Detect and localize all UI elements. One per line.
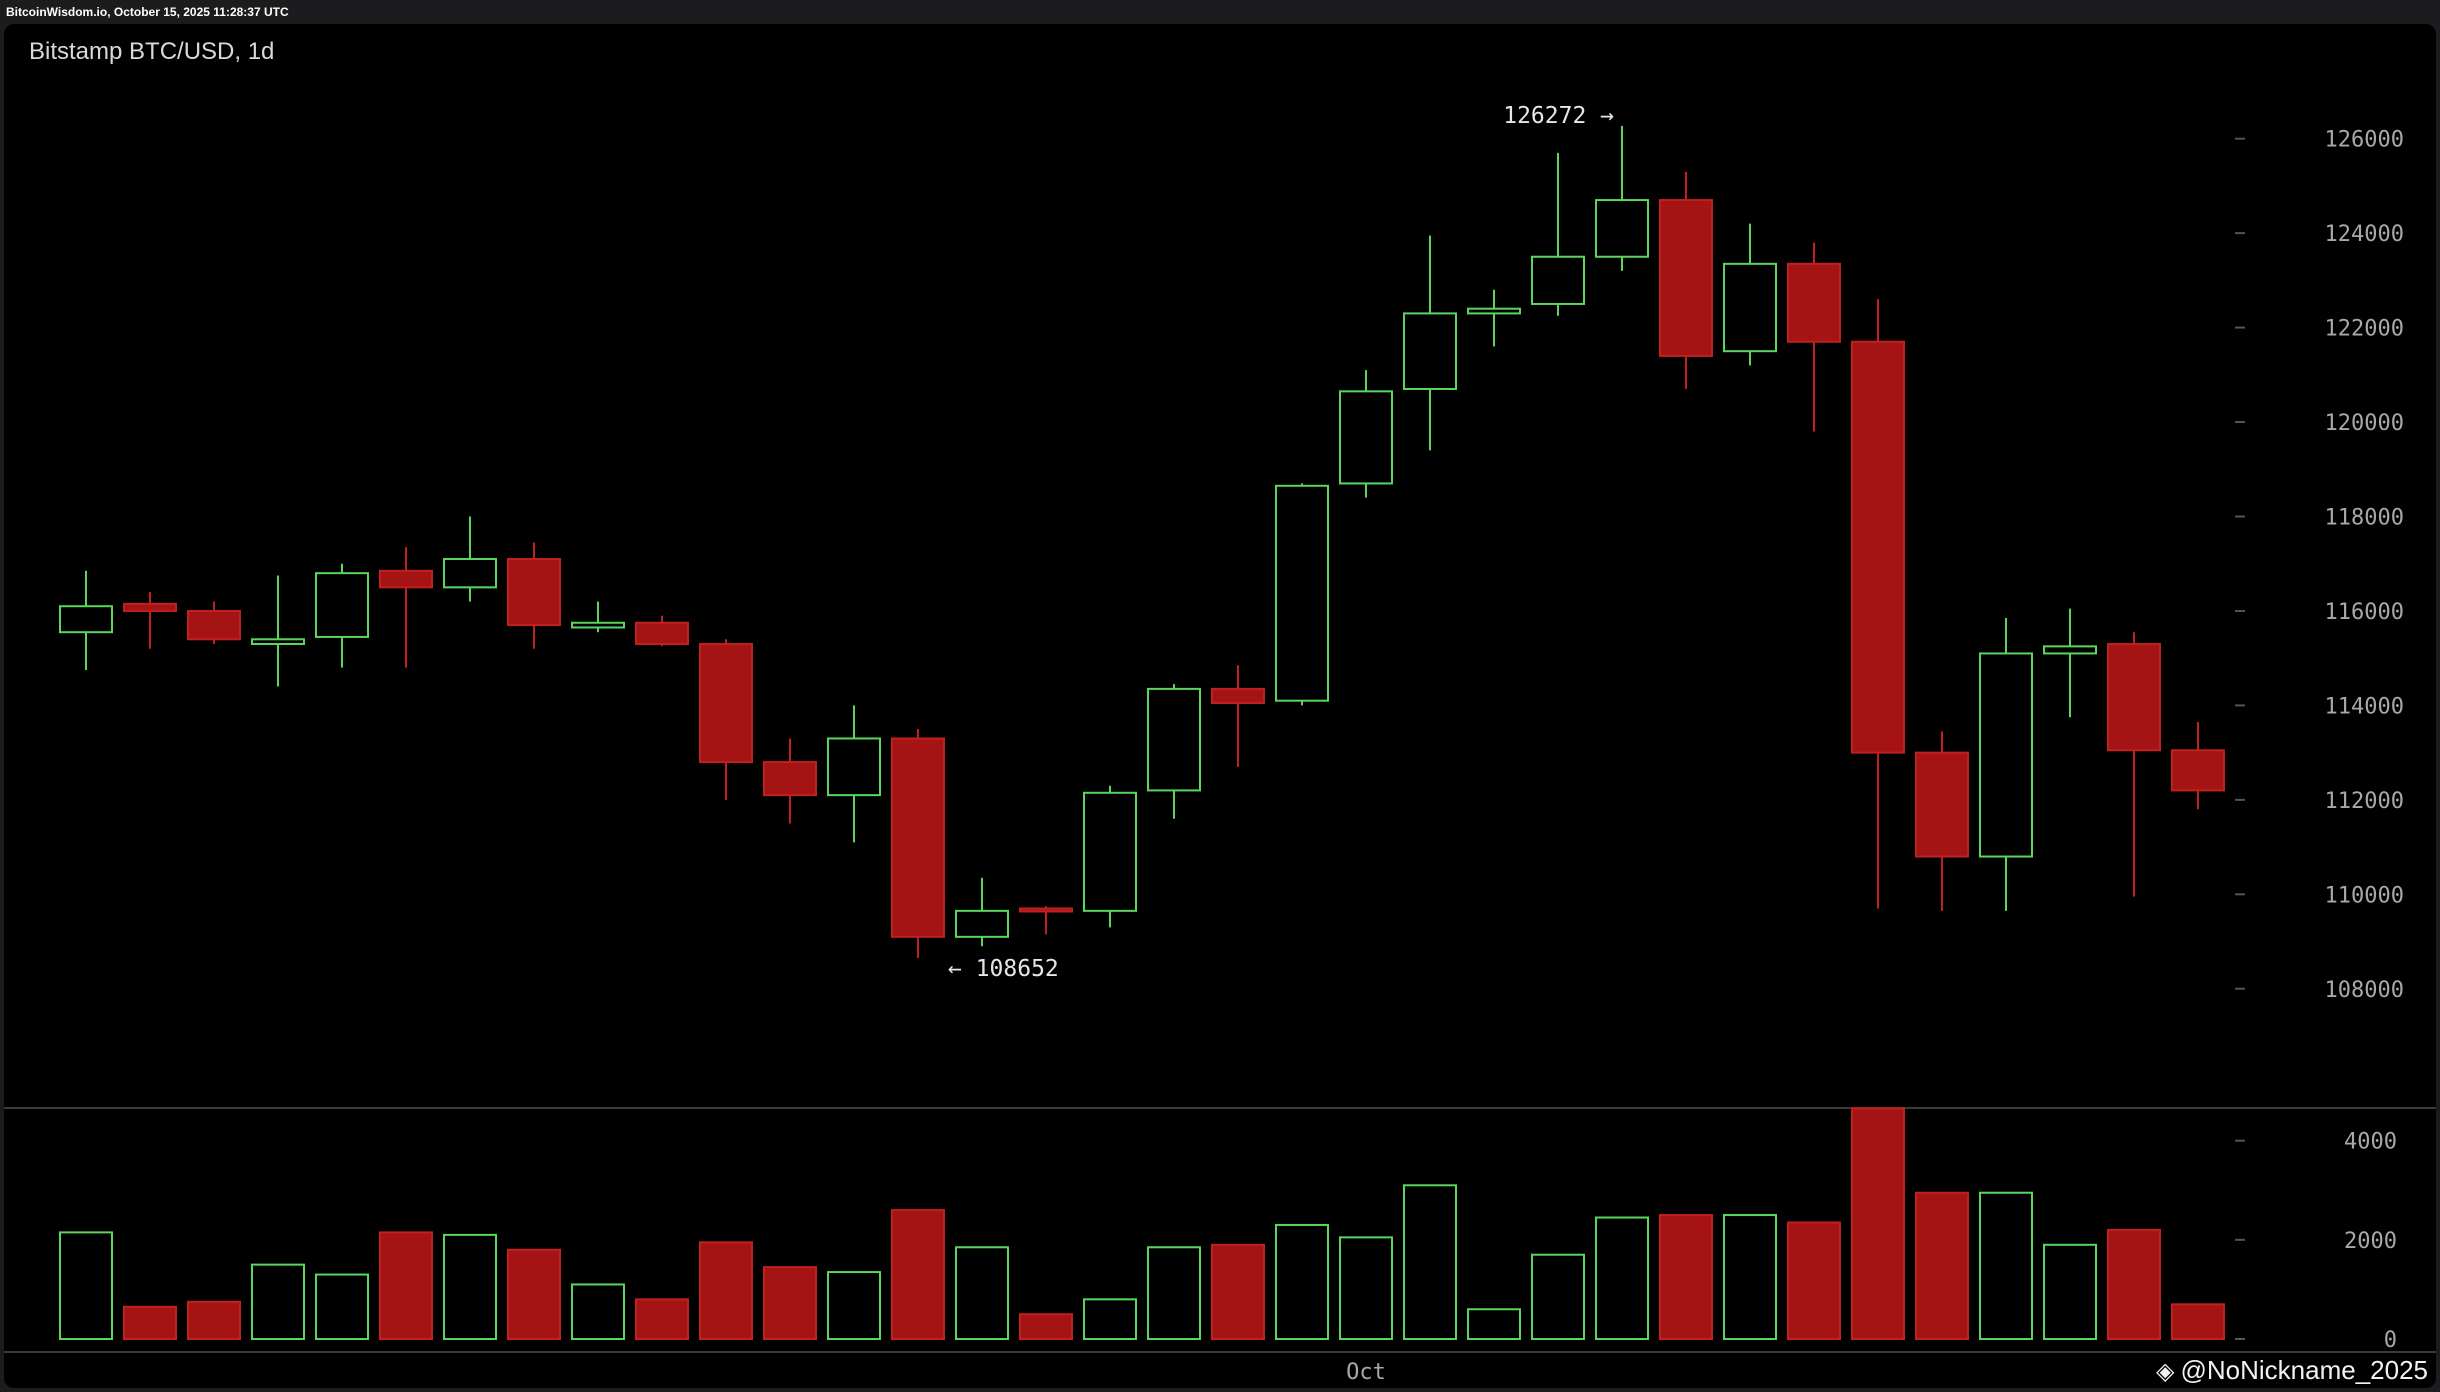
- candle-body-up: [1339, 390, 1393, 485]
- candle-body-up: [1083, 791, 1137, 912]
- volume-bar-up: [955, 1246, 1009, 1341]
- volume-bar-up: [1595, 1216, 1649, 1341]
- candle-body-up: [1275, 484, 1329, 702]
- candle-body-down: [763, 761, 817, 797]
- candlestick-chart[interactable]: 108000 110000 112000 114000 116000 118000 1200…: [4, 24, 2436, 1388]
- candle-body-up: [1723, 262, 1777, 353]
- candle-body-up: [571, 621, 625, 629]
- volume-bar-down: [1787, 1221, 1841, 1340]
- volume-bar-down: [1211, 1243, 1265, 1340]
- candle-body-down: [187, 609, 241, 641]
- volume-bar-up: [1467, 1308, 1521, 1340]
- price-tick-label: 112000: [2325, 789, 2404, 814]
- volume-bar-down: [1915, 1191, 1969, 1340]
- candle-body-down: [1019, 907, 1073, 913]
- price-tick-label: 124000: [2325, 222, 2404, 247]
- volume-tick-label: 2000: [2344, 1229, 2397, 1254]
- volume-bar-up: [443, 1233, 497, 1340]
- volume-bar-up: [827, 1271, 881, 1340]
- header-title: BitcoinWisdom.io, October 15, 2025 11:28…: [6, 5, 289, 19]
- volume-bar-down: [763, 1266, 817, 1340]
- volume-bar-up: [1403, 1184, 1457, 1340]
- price-tick-label: 110000: [2325, 883, 2404, 908]
- volume-bar-up: [1147, 1246, 1201, 1341]
- volume-bar-up: [1723, 1214, 1777, 1340]
- app-header: BitcoinWisdom.io, October 15, 2025 11:28…: [0, 0, 2440, 22]
- chart-title: Bitstamp BTC/USD, 1d: [29, 38, 275, 65]
- volume-bar-down: [187, 1300, 241, 1340]
- volume-tick-label: 4000: [2344, 1130, 2397, 1155]
- candle-body-down: [891, 737, 945, 938]
- volume-bar-down: [2171, 1303, 2225, 1340]
- watermark: ◈ @NoNickname_2025: [2156, 1355, 2428, 1386]
- low-price-annotation: ← 108652: [948, 956, 1059, 982]
- candle-body-down: [1659, 199, 1713, 357]
- volume-bar-down: [699, 1241, 753, 1340]
- candle-body-down: [1915, 751, 1969, 858]
- volume-tick-label: 0: [2384, 1328, 2397, 1353]
- candle-body-up: [2043, 645, 2097, 655]
- volume-bar-down: [123, 1305, 177, 1341]
- volume-bar-up: [1275, 1223, 1329, 1341]
- candle-body-down: [635, 621, 689, 646]
- candle-body-up: [1403, 312, 1457, 390]
- candle-body-up: [59, 605, 113, 634]
- volume-bar-up: [1531, 1253, 1585, 1341]
- candle-body-up: [1467, 307, 1521, 315]
- price-tick-label: 118000: [2325, 505, 2404, 530]
- candle-body-down: [1851, 340, 1905, 754]
- price-tick-label: 126000: [2325, 128, 2404, 153]
- candle-body-up: [1531, 255, 1585, 305]
- price-tick-label: 114000: [2325, 694, 2404, 719]
- volume-bar-up: [1339, 1236, 1393, 1340]
- time-tick-label: Oct: [1346, 1360, 1386, 1385]
- candle-body-up: [1979, 652, 2033, 858]
- price-tick-label: 122000: [2325, 317, 2404, 342]
- candle-body-down: [379, 569, 433, 589]
- volume-bar-down: [507, 1248, 561, 1340]
- candle-body-up: [955, 909, 1009, 938]
- volume-bar-down: [379, 1231, 433, 1341]
- candle-body-up: [1595, 199, 1649, 258]
- volume-bar-down: [1659, 1214, 1713, 1340]
- candle-body-up: [827, 737, 881, 797]
- candle-body-down: [123, 602, 177, 612]
- volume-bar-up: [59, 1231, 113, 1341]
- volume-bar-down: [891, 1209, 945, 1341]
- candle-body-down: [699, 643, 753, 764]
- volume-bar-up: [571, 1283, 625, 1341]
- diamond-logo-icon: ◈: [2156, 1358, 2175, 1385]
- watermark-text: @NoNickname_2025: [2180, 1355, 2428, 1385]
- price-tick-label: 116000: [2325, 600, 2404, 625]
- candle-body-up: [315, 572, 369, 638]
- candle-body-up: [251, 638, 305, 646]
- volume-bar-up: [1979, 1191, 2033, 1340]
- volume-bar-up: [251, 1263, 305, 1340]
- volume-bar-down: [2107, 1228, 2161, 1340]
- candle-body-down: [1787, 262, 1841, 343]
- chart-panel[interactable]: 108000 110000 112000 114000 116000 118000 1200…: [4, 24, 2436, 1388]
- volume-bar-down: [635, 1298, 689, 1341]
- high-price-annotation: 126272 →: [1503, 103, 1614, 129]
- candle-body-down: [2107, 643, 2161, 752]
- candle-body-down: [507, 558, 561, 627]
- candle-body-down: [2171, 749, 2225, 792]
- candle-body-up: [443, 558, 497, 589]
- volume-bar-up: [2043, 1243, 2097, 1340]
- price-tick-label: 108000: [2325, 978, 2404, 1003]
- volume-bar-up: [1083, 1298, 1137, 1341]
- volume-bar-up: [315, 1273, 369, 1340]
- candle-body-down: [1211, 687, 1265, 705]
- candle-body-up: [1147, 687, 1201, 792]
- price-tick-label: 120000: [2325, 411, 2404, 436]
- volume-bar-down: [1019, 1313, 1073, 1341]
- volume-bar-down: [1851, 1107, 1905, 1340]
